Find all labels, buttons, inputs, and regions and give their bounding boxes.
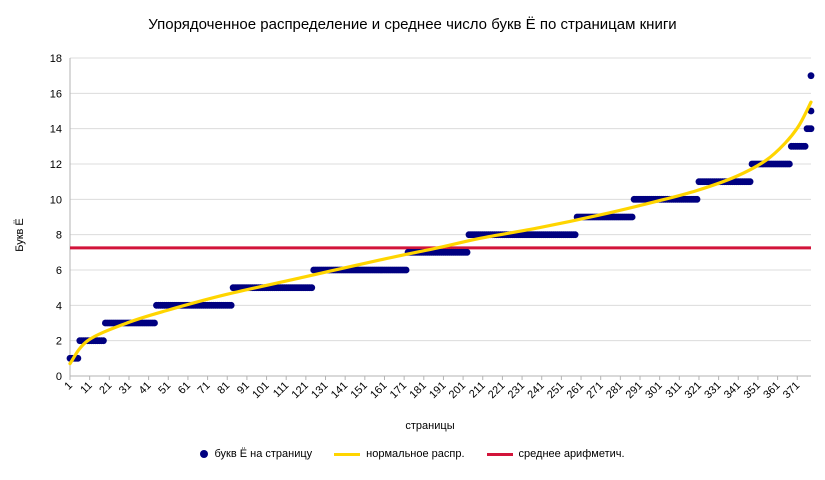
x-tick-label: 181	[407, 380, 428, 401]
y-tick-label: 0	[56, 371, 62, 383]
x-tick-label: 251	[545, 380, 566, 401]
x-tick-label: 331	[702, 380, 723, 401]
legend-item-mean: среднее арифметич.	[486, 448, 625, 460]
data-point	[807, 72, 815, 80]
x-tick-label: 371	[781, 380, 802, 401]
y-tick-label: 12	[50, 159, 62, 171]
legend: букв Ё на страницу нормальное распр. сре…	[0, 448, 825, 460]
x-tick-label: 21	[97, 380, 114, 397]
data-point	[308, 284, 316, 292]
x-tick-label: 111	[271, 380, 291, 400]
y-tick-label: 4	[56, 300, 62, 312]
normal-distribution-line	[68, 100, 813, 366]
y-tick-label: 16	[50, 88, 62, 100]
data-point	[100, 337, 107, 345]
chart-title: Упорядоченное распределение и среднее чи…	[148, 16, 677, 33]
grid-lines	[69, 57, 811, 380]
legend-marker-normal	[334, 452, 361, 456]
x-tick-label: 291	[624, 380, 645, 401]
x-tick-label: 201	[447, 380, 468, 401]
data-point	[801, 142, 809, 150]
x-tick-label: 231	[506, 380, 527, 401]
x-tick-label: 91	[235, 380, 252, 397]
data-point	[628, 213, 636, 221]
x-tick-label: 321	[683, 380, 704, 401]
series-layer	[66, 72, 815, 366]
x-tick-label: 361	[761, 380, 782, 401]
x-tick-label: 141	[329, 380, 350, 401]
x-tick-label: 161	[368, 380, 389, 401]
y-tick-label: 2	[56, 336, 62, 348]
x-tick-label: 271	[584, 380, 605, 401]
x-tick-label: 41	[137, 380, 154, 397]
legend-marker-mean	[486, 452, 513, 456]
legend-marker-points	[200, 450, 209, 458]
x-tick-label: 71	[196, 380, 213, 397]
x-tick-label: 351	[742, 380, 763, 401]
data-point	[463, 248, 471, 256]
x-tick-label: 341	[722, 380, 743, 401]
x-axis-title: страницы	[405, 420, 455, 432]
data-point	[807, 125, 815, 133]
data-point	[402, 266, 410, 274]
x-tick-label: 121	[290, 380, 311, 401]
x-tick-label: 31	[117, 380, 134, 397]
y-tick-label: 8	[56, 230, 62, 242]
x-tick-label: 301	[643, 380, 664, 401]
legend-label-points: букв Ё на страницу	[214, 448, 313, 460]
x-tick-label: 191	[427, 380, 448, 401]
data-point	[785, 160, 793, 168]
x-tick-label: 151	[348, 380, 369, 401]
data-point	[746, 178, 754, 186]
x-tick-label: 211	[467, 380, 488, 401]
x-tick-label: 1	[62, 380, 75, 393]
x-tick-label: 171	[388, 380, 409, 401]
legend-item-points: букв Ё на страницу	[200, 448, 312, 460]
y-tick-labels: 0 2 4 6 8 10 12 14 16 18	[50, 53, 62, 383]
y-tick-label: 10	[50, 194, 62, 206]
x-tick-label: 11	[78, 380, 95, 397]
x-tick-label: 261	[565, 380, 586, 401]
data-point	[227, 301, 235, 309]
x-tick-label: 81	[215, 380, 232, 397]
x-tick-label: 131	[309, 380, 330, 401]
legend-label-normal: нормальное распр.	[366, 448, 465, 460]
x-tick-label: 51	[156, 380, 173, 397]
y-tick-label: 6	[56, 265, 62, 277]
x-tick-label: 281	[604, 380, 625, 401]
legend-label-mean: среднее арифметич.	[518, 448, 625, 460]
x-tick-label: 311	[664, 380, 685, 401]
data-point	[693, 195, 701, 203]
legend-item-normal: нормальное распр.	[334, 448, 465, 460]
x-tick-label: 241	[525, 380, 546, 401]
y-tick-label: 14	[50, 124, 62, 136]
x-tick-label: 61	[176, 380, 193, 397]
x-tick-label: 101	[250, 380, 271, 401]
y-tick-label: 18	[50, 53, 62, 65]
data-point	[151, 319, 158, 327]
x-tick-label: 221	[486, 380, 507, 401]
data-point	[571, 231, 579, 239]
